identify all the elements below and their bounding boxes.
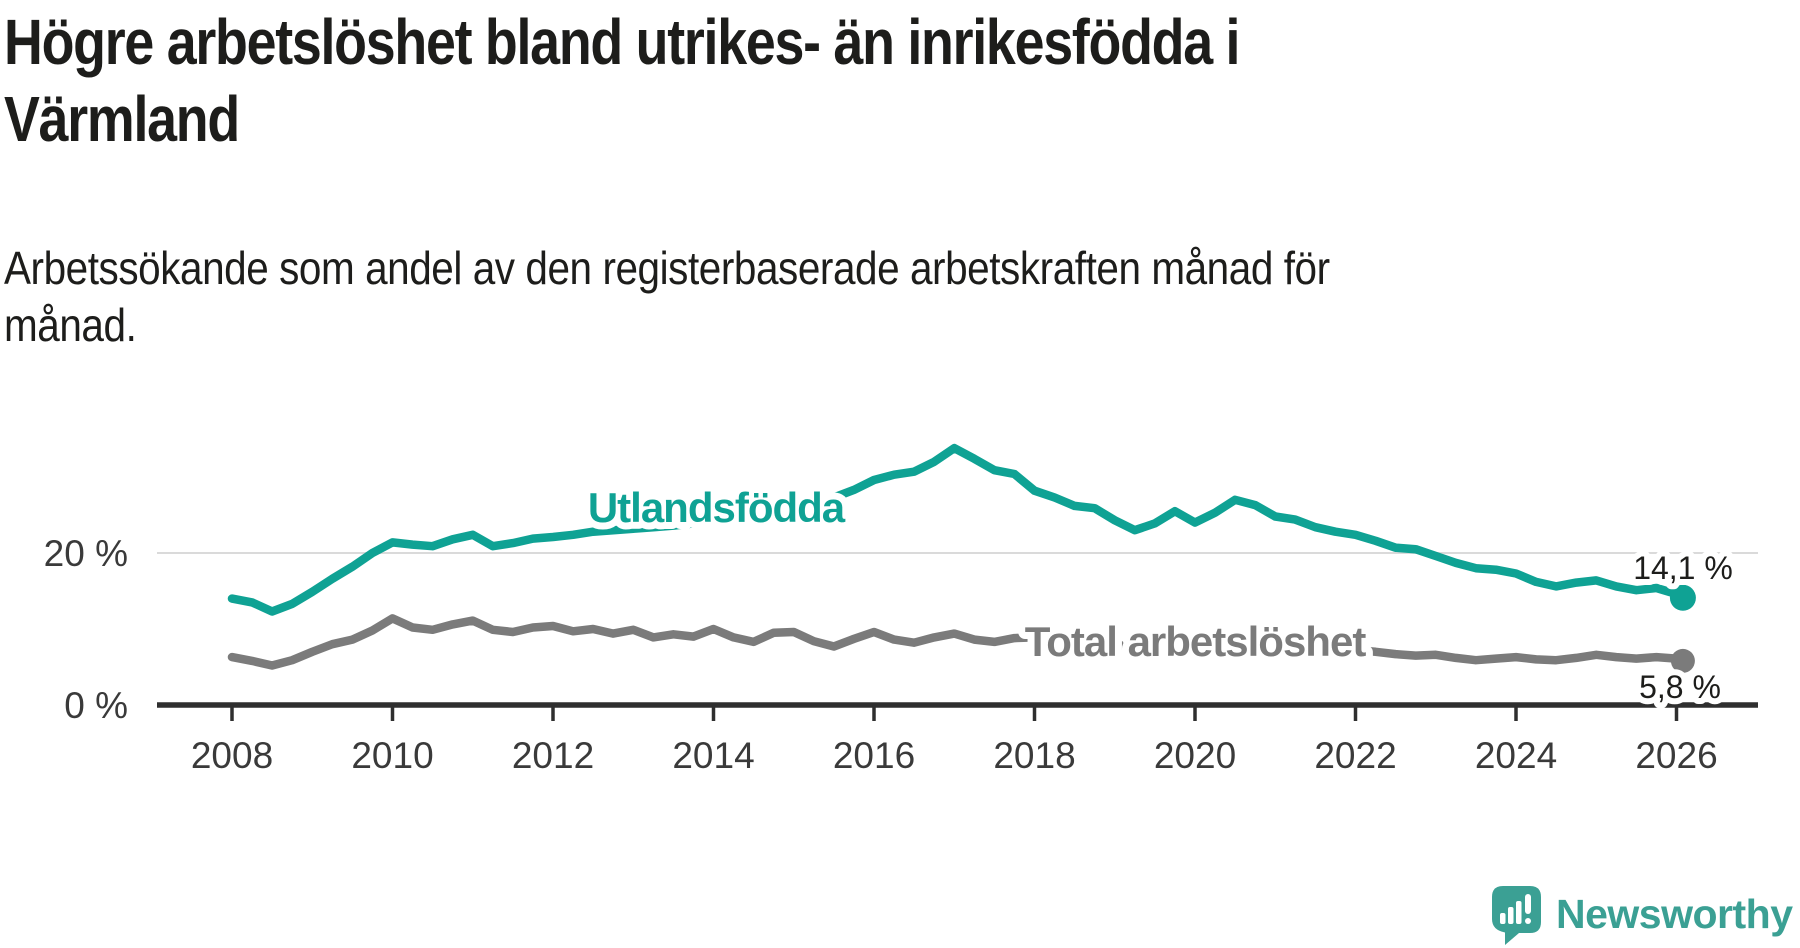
x-axis-tick-label: 2022 [1314,735,1396,776]
series-end-dot-total [1670,648,1695,673]
y-axis-label-0: 0 % [64,685,128,726]
series-layer [227,443,1696,673]
title-line-2: Värmland [4,83,240,155]
x-axis-tick-label: 2008 [191,735,273,776]
logo-wordmark: Newsworthy [1556,891,1793,937]
y-axis-label-20: 20 % [44,533,128,574]
series-label-utlandsfodda: Utlandsfödda [588,484,846,531]
newsworthy-logo: Newsworthy [1492,886,1794,945]
logo-barchart-exclamation-icon [1500,894,1531,924]
x-axis-tick-label: 2016 [833,735,915,776]
x-axis-tick-label: 2020 [1154,735,1236,776]
chart-subtitle: Arbetssökande som andel av den registerb… [4,240,1764,354]
subtitle-line-1: Arbetssökande som andel av den registerb… [4,242,1330,294]
x-axis-tick-label: 2026 [1635,735,1717,776]
end-value-label-utlandsfodda: 14,1 % [1633,550,1733,586]
series-line-utlandsfodda [227,443,1688,616]
end-value-label-total: 5,8 % [1639,669,1721,705]
series-end-dot-utlandsfodda [1669,584,1696,611]
subtitle-line-2: månad. [4,299,137,351]
x-axis: 2008 2010 2012 2014 2016 2018 2020 2022 2024 2026 [157,702,1758,776]
x-axis-tick-label: 2014 [672,735,754,776]
series-label-total: Total arbetslöshet [1025,618,1367,665]
page-title: Högre arbetslöshet bland utrikes- än inr… [4,4,1684,158]
x-axis-tick-label: 2012 [512,735,594,776]
series-line-total [227,614,1688,670]
x-axis-tick-label: 2018 [993,735,1075,776]
x-axis-tick-label: 2010 [351,735,433,776]
x-axis-tick-label: 2024 [1475,735,1557,776]
title-line-1: Högre arbetslöshet bland utrikes- än inr… [4,6,1240,78]
